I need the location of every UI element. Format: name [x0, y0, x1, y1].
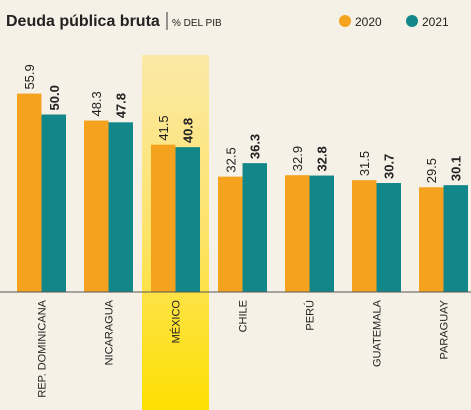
legend-label: 2020 — [355, 15, 382, 29]
value-label: 32.5 — [223, 147, 238, 172]
x-tick-label: GUATEMALA — [372, 299, 384, 367]
x-tick-label: NICARAGUA — [104, 299, 116, 365]
value-label: 30.7 — [382, 154, 397, 179]
value-label: 48.3 — [89, 91, 104, 116]
bar — [41, 114, 66, 292]
value-label: 41.5 — [156, 115, 171, 140]
bar — [151, 144, 176, 292]
value-label: 31.5 — [357, 151, 372, 176]
x-tick-label: PARAGUAY — [439, 299, 451, 359]
value-label: 55.9 — [22, 64, 37, 89]
value-label: 32.9 — [290, 146, 305, 171]
bar — [17, 93, 42, 293]
value-label: 30.1 — [449, 156, 464, 181]
bar — [84, 120, 109, 292]
legend-label: 2021 — [422, 15, 449, 29]
value-label: 47.8 — [114, 93, 129, 118]
bar — [108, 122, 133, 292]
bar — [376, 183, 401, 292]
bar — [175, 147, 200, 292]
x-tick-label: REP. DOMINICANA — [37, 299, 49, 397]
chart-subtitle: % DEL PIB — [172, 18, 222, 29]
value-label: 29.5 — [424, 158, 439, 183]
x-tick-label: MÉXICO — [170, 300, 183, 344]
value-label: 50.0 — [47, 85, 62, 110]
x-tick-label: CHILE — [238, 300, 250, 332]
bar — [352, 180, 377, 292]
value-label: 32.8 — [315, 146, 330, 171]
legend-swatch — [406, 15, 418, 27]
bar — [443, 185, 468, 292]
x-tick-label: PERÚ — [304, 300, 317, 331]
chart-title: Deuda pública bruta — [6, 13, 160, 30]
bar — [419, 187, 444, 292]
value-label: 36.3 — [248, 134, 263, 159]
value-label: 40.8 — [181, 118, 196, 143]
legend-swatch — [339, 15, 351, 27]
bar — [309, 175, 334, 292]
bar — [242, 163, 267, 292]
bar — [218, 176, 243, 292]
bar — [285, 175, 310, 292]
